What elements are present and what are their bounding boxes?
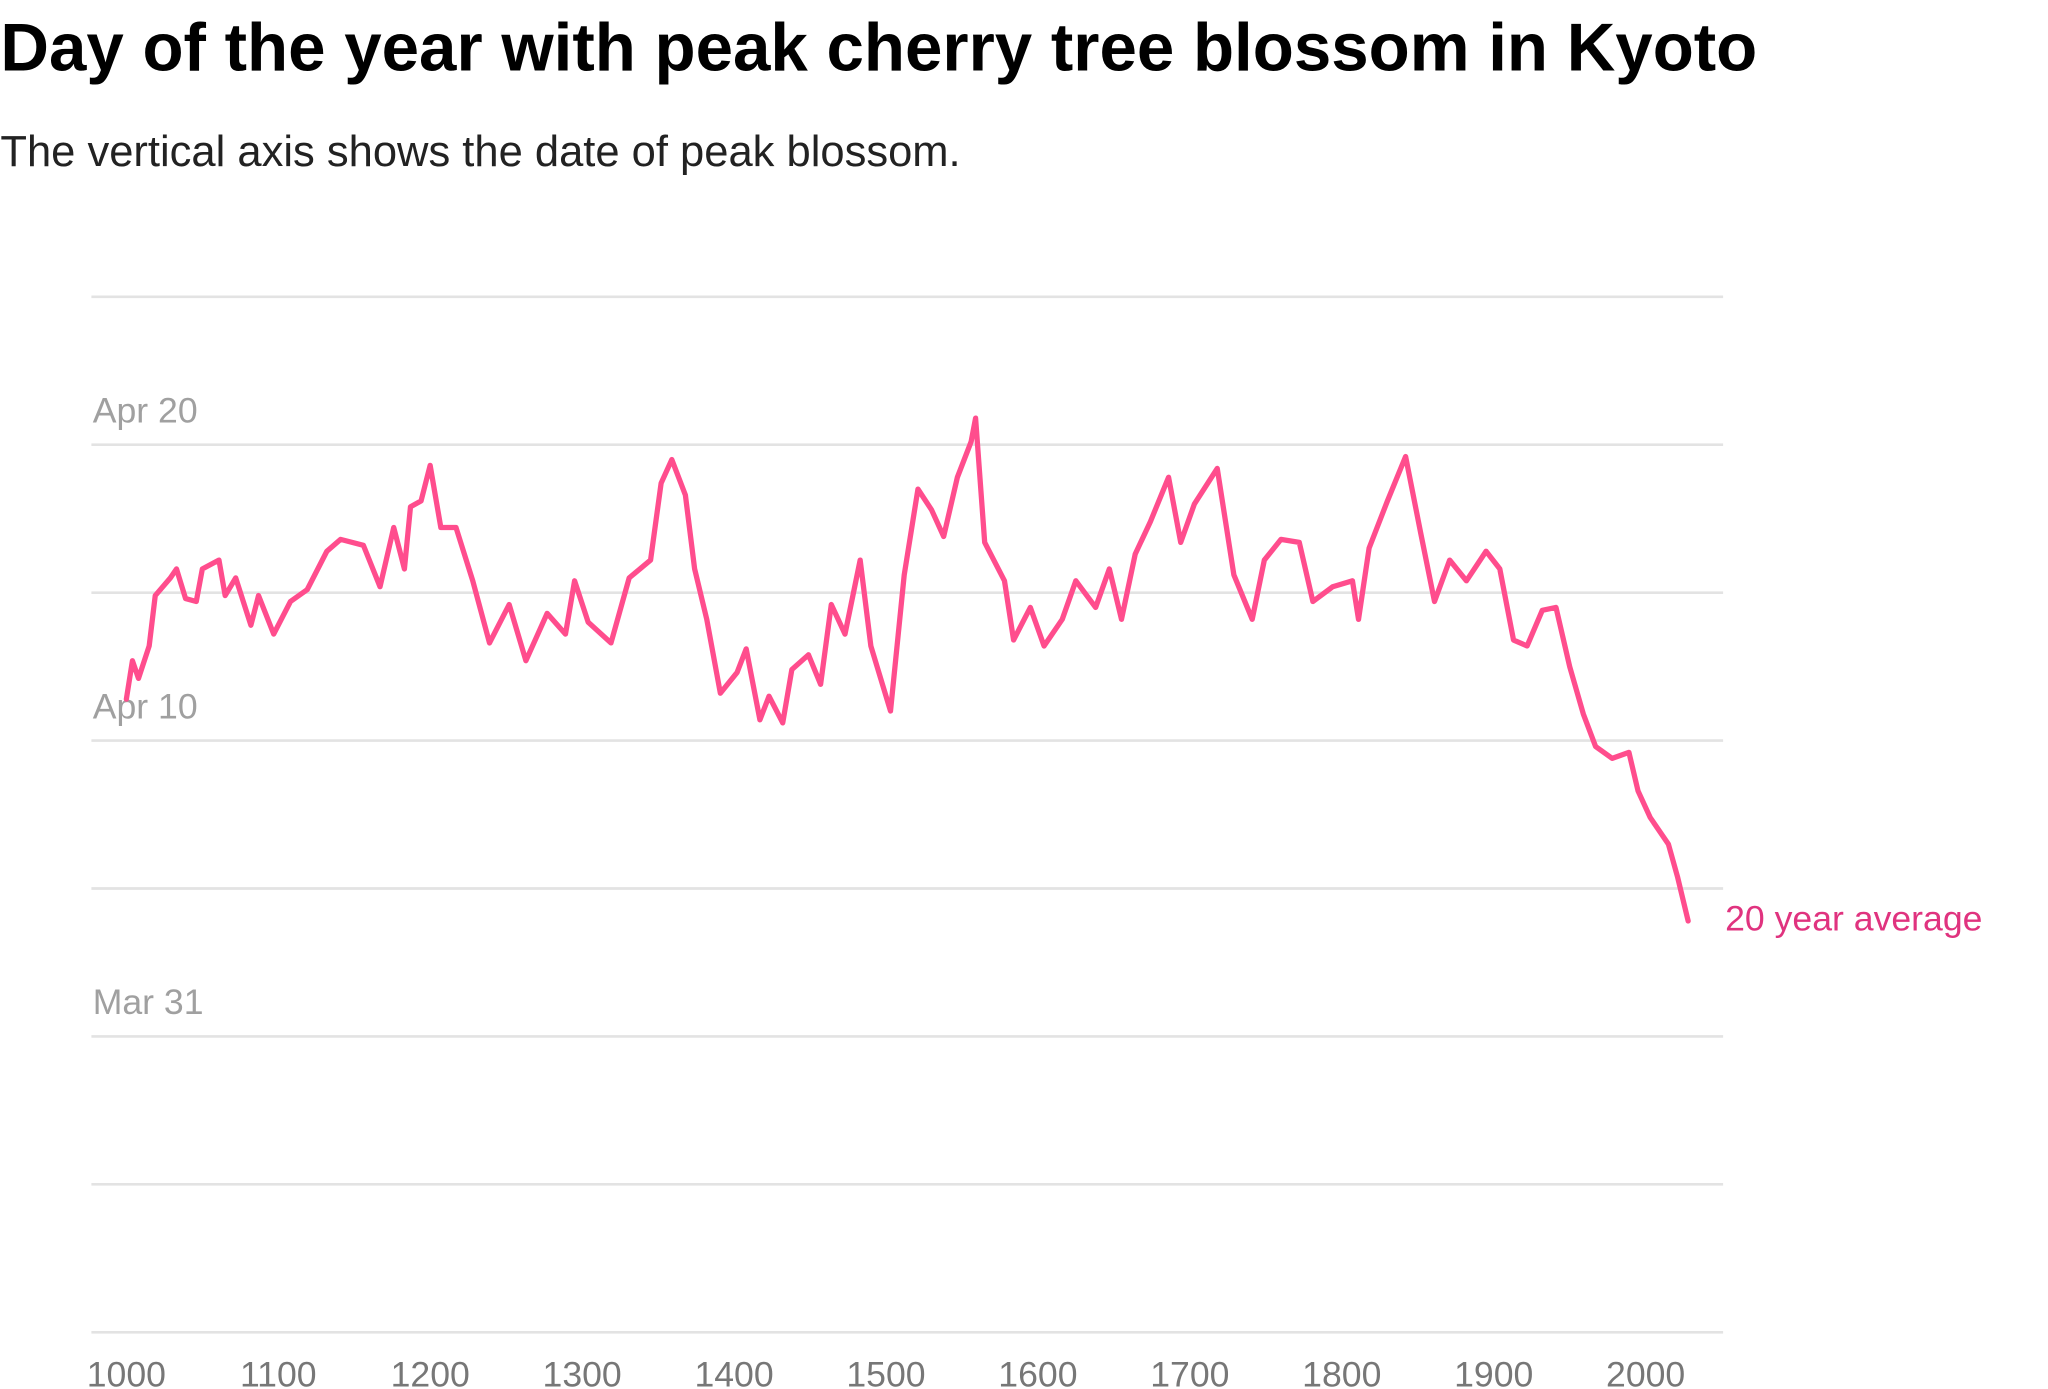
line [123, 415, 1691, 924]
x-tick-label: 1100 [240, 1355, 317, 1389]
x-tick-label: 2000 [1606, 1355, 1685, 1389]
x-tick-label: 1900 [1454, 1355, 1533, 1389]
y-tick-label: Mar 31 [93, 982, 204, 1022]
x-tick-label: 1200 [391, 1355, 470, 1389]
line-label: 20 year average [1725, 898, 1982, 938]
x-tick-label: 1300 [543, 1355, 622, 1389]
x-tick-label: 1700 [1150, 1355, 1229, 1389]
x-tick-label: 1600 [998, 1355, 1077, 1389]
chart-title: Day of the year with peak cherry tree bl… [0, 11, 1757, 86]
chart-subtitle: The vertical axis shows the date of peak… [0, 128, 960, 176]
x-tick-label: 1000 [87, 1355, 166, 1389]
y-tick-label: Apr 10 [93, 686, 198, 726]
x-tick-label: 1500 [846, 1355, 925, 1389]
x-tick-label: 1400 [694, 1355, 773, 1389]
x-tick-label: 1800 [1302, 1355, 1381, 1389]
y-tick-label: Apr 20 [93, 390, 198, 430]
